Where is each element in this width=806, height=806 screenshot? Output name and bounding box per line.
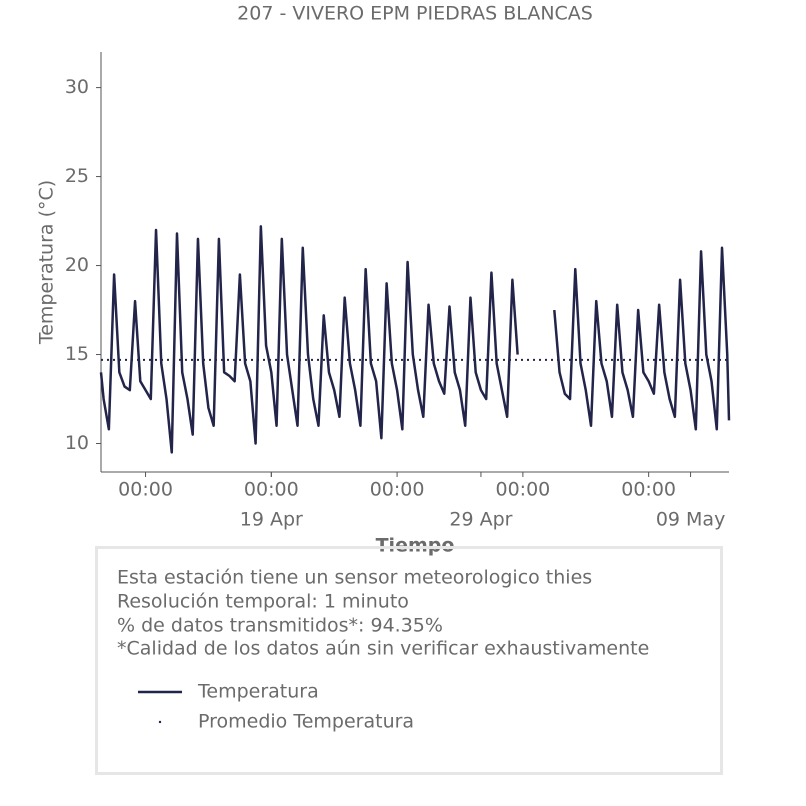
x-tick-label: 00:00 bbox=[621, 479, 676, 501]
note: Resolución temporal: 1 minuto bbox=[117, 591, 409, 613]
y-tick-label: 10 bbox=[65, 432, 89, 454]
x-tick-label: 00:00 bbox=[495, 479, 550, 501]
temperature-line bbox=[99, 225, 731, 454]
x-tick-label: 19 Apr bbox=[240, 509, 303, 531]
legend-swatch bbox=[158, 720, 162, 724]
legend-label: Temperatura bbox=[197, 681, 319, 703]
y-tick-label: 15 bbox=[65, 343, 89, 365]
x-axis-label: Tiempo bbox=[376, 535, 455, 557]
x-tick-label: 09 May bbox=[656, 509, 726, 531]
x-tick-label: 29 Apr bbox=[449, 509, 512, 531]
x-tick-label: 00:00 bbox=[244, 479, 299, 501]
y-tick-label: 25 bbox=[65, 165, 89, 187]
legend-label: Promedio Temperatura bbox=[198, 711, 414, 733]
note: % de datos transmitidos*: 94.35% bbox=[117, 615, 443, 637]
y-axis-label: Temperatura (°C) bbox=[36, 180, 58, 345]
info-box bbox=[95, 546, 723, 775]
y-tick-label: 20 bbox=[65, 254, 89, 276]
note: *Calidad de los datos aún sin verificar … bbox=[117, 638, 649, 660]
note: Esta estación tiene un sensor meteorolog… bbox=[117, 567, 592, 589]
chart-title: 207 - VIVERO EPM PIEDRAS BLANCAS bbox=[237, 3, 593, 25]
x-tick-label: 00:00 bbox=[370, 479, 425, 501]
x-tick-label: 00:00 bbox=[118, 479, 173, 501]
y-tick-label: 30 bbox=[65, 76, 89, 98]
